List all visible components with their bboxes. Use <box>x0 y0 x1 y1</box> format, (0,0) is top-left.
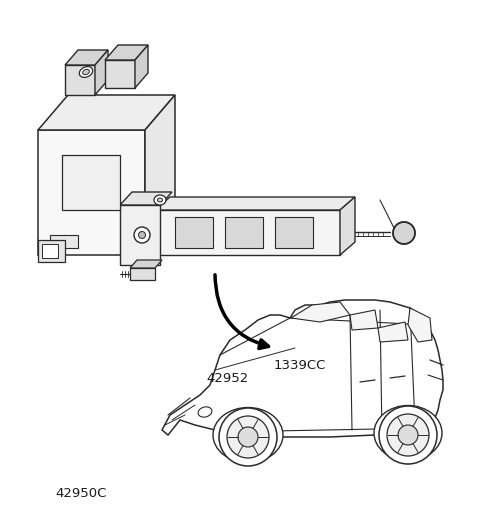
Polygon shape <box>378 322 408 342</box>
Polygon shape <box>65 50 108 65</box>
Polygon shape <box>291 302 350 322</box>
Ellipse shape <box>379 406 437 464</box>
Text: 42950C: 42950C <box>55 487 107 500</box>
Polygon shape <box>130 260 162 268</box>
Ellipse shape <box>83 69 89 75</box>
Polygon shape <box>62 155 120 210</box>
Polygon shape <box>38 95 175 130</box>
Ellipse shape <box>227 416 269 458</box>
FancyArrowPatch shape <box>215 275 268 349</box>
Polygon shape <box>408 308 432 342</box>
Ellipse shape <box>387 414 429 456</box>
Ellipse shape <box>393 222 415 244</box>
Polygon shape <box>155 197 355 210</box>
Ellipse shape <box>219 408 277 466</box>
Polygon shape <box>95 50 108 95</box>
Ellipse shape <box>154 195 166 205</box>
Polygon shape <box>155 210 340 255</box>
Polygon shape <box>42 244 58 258</box>
Polygon shape <box>275 217 313 248</box>
Polygon shape <box>225 217 263 248</box>
Ellipse shape <box>238 427 258 447</box>
Polygon shape <box>130 268 155 280</box>
Ellipse shape <box>79 67 93 77</box>
Polygon shape <box>50 235 78 248</box>
Ellipse shape <box>198 407 212 417</box>
Polygon shape <box>120 192 172 205</box>
Ellipse shape <box>213 408 283 462</box>
Text: 42952: 42952 <box>206 372 249 385</box>
Polygon shape <box>65 65 95 95</box>
Ellipse shape <box>374 406 442 460</box>
Ellipse shape <box>157 198 163 202</box>
Polygon shape <box>38 240 65 262</box>
Ellipse shape <box>139 231 145 238</box>
Ellipse shape <box>134 227 150 243</box>
Polygon shape <box>135 45 148 88</box>
Polygon shape <box>105 45 148 60</box>
Polygon shape <box>175 217 213 248</box>
Text: 1339CC: 1339CC <box>274 359 326 372</box>
Polygon shape <box>145 95 175 255</box>
Polygon shape <box>105 60 135 88</box>
Polygon shape <box>38 130 145 255</box>
Polygon shape <box>350 310 378 330</box>
Polygon shape <box>120 205 160 265</box>
Ellipse shape <box>398 425 418 445</box>
Polygon shape <box>340 197 355 255</box>
Polygon shape <box>162 300 443 437</box>
